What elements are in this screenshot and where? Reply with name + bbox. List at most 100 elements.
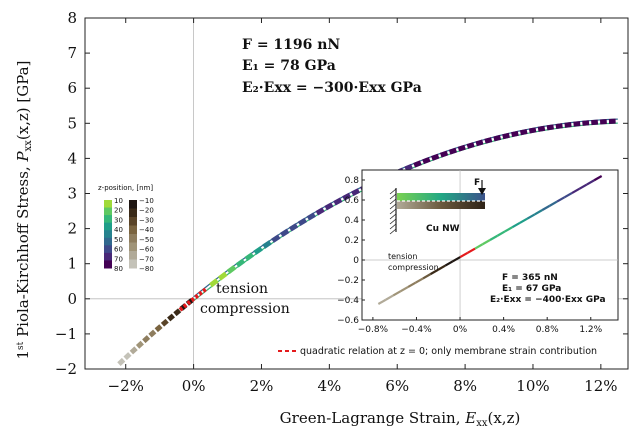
colorbar-bottom-swatch — [129, 208, 137, 218]
y-tick-label: 2 — [67, 220, 77, 238]
inset-curve-segment — [519, 217, 528, 224]
y-tick-label: 6 — [67, 79, 77, 97]
inset-curve-segment — [511, 221, 521, 229]
colorbar-bottom-swatch — [129, 234, 137, 243]
inset-x-tick-label: 0% — [453, 325, 468, 335]
tension-segment — [315, 207, 325, 216]
colorbar-bottom-swatch — [129, 200, 137, 209]
wall-hatch-line — [389, 198, 397, 205]
colorbar-bottom-label: −70 — [139, 255, 154, 263]
y-tick-label: 0 — [67, 290, 77, 308]
colorbar-title: z-position, [nm] — [98, 184, 153, 192]
colorbar-top-label: 40 — [114, 226, 123, 234]
compression-segment — [173, 308, 182, 317]
inset-y-tick-label: −0.2 — [337, 276, 359, 286]
x-tick-label: 6% — [385, 377, 409, 395]
inset-x-tick-label: −0.4% — [401, 325, 432, 335]
tension-segment — [431, 153, 440, 161]
colorbar-bottom-swatch — [129, 225, 137, 235]
compression-segment — [135, 340, 144, 349]
inset-curve-segment — [482, 239, 491, 246]
tension-segment — [457, 144, 466, 152]
nanowire-top — [397, 193, 485, 201]
compression-segment — [142, 335, 151, 344]
tension-segment — [271, 234, 281, 243]
tension-segment — [475, 139, 484, 147]
compression-segment — [154, 324, 163, 333]
tension-segment — [413, 160, 422, 168]
colorbar-bottom-swatch — [129, 259, 137, 269]
inset-curve-segment — [474, 243, 484, 250]
inset-annotation-force: F = 365 nN — [502, 273, 558, 283]
inset-y-tick-label: −0.4 — [337, 296, 359, 306]
inset-curve-segment — [541, 204, 551, 212]
colorbar-top-label: 50 — [114, 236, 123, 244]
wall-hatch-line — [389, 208, 397, 215]
colorbar-top-label: 80 — [114, 265, 123, 273]
x-tick-label: 10% — [516, 377, 549, 395]
inset-y-tick-label: 0 — [353, 256, 359, 266]
inset-annotation-e2: E₂·Exx = −400·Exx GPa — [490, 295, 606, 305]
tension-segment — [546, 124, 555, 131]
tension-segment — [582, 120, 590, 126]
inset-y-tick-label: −0.6 — [337, 316, 359, 326]
inset-x-tick-label: 1.2% — [579, 325, 602, 335]
tension-segment — [280, 228, 290, 238]
tension-segment — [226, 265, 237, 274]
compression-segment — [148, 329, 157, 338]
wall-hatch-line — [389, 218, 397, 225]
legend-label: quadratic relation at z = 0; only membra… — [300, 346, 597, 357]
inset-curve — [377, 175, 603, 305]
tension-segment — [333, 197, 343, 206]
nanowire-bottom — [397, 201, 485, 209]
tension-segment — [484, 137, 493, 144]
inset-y-tick-label: 0.2 — [345, 236, 359, 246]
compression-segment — [117, 357, 126, 366]
y-tick-label: −1 — [55, 325, 77, 343]
tension-segment — [262, 240, 272, 249]
inset-curve-segment — [400, 285, 409, 293]
tension-segment — [528, 127, 537, 134]
colorbar-top-swatch — [104, 207, 112, 216]
y-tick-label: 1 — [67, 255, 77, 273]
colorbar-top-swatch — [104, 252, 112, 261]
tension-label: tension — [216, 281, 268, 297]
inset-curve-segment — [526, 213, 536, 220]
colorbar-top-swatch — [104, 245, 112, 254]
inset-plot: −0.8% −0.4% 0% 0.4% 0.8% 1.2% −0.6 −0.4 −0.2 0 0.2… — [337, 169, 619, 335]
wall-hatch-line — [389, 188, 397, 195]
colorbar-bottom-label: −40 — [139, 226, 154, 234]
tension-segment — [466, 142, 475, 149]
tension-segment — [306, 212, 316, 221]
x-tick-label: 2% — [250, 377, 274, 395]
inset-curve-segment — [504, 226, 513, 233]
inset-curve-segment — [578, 183, 588, 190]
inset-curve-segment — [452, 256, 461, 263]
y-tick-label: 4 — [67, 149, 77, 167]
compression-segment — [123, 352, 132, 361]
colorbar-bottom-label: −60 — [139, 246, 154, 254]
inset-curve-segment — [563, 192, 573, 199]
colorbar-bottom-swatch — [129, 251, 137, 260]
inset-curve-segment — [422, 273, 431, 280]
compression-segment — [160, 318, 169, 327]
tension-segment — [555, 123, 563, 130]
x-tick-label: 0% — [182, 377, 206, 395]
colorbar-bottom-label: −10 — [139, 197, 154, 205]
y-axis-label: 1st Piola-Kirchhoff Stress, Pxx(x,z) [GP… — [14, 61, 34, 360]
colorbar-top-label: 30 — [114, 216, 123, 224]
colorbar-top-swatch — [104, 260, 112, 269]
compression-segment — [129, 346, 138, 355]
nanowire-schematic: F Cu NW — [389, 178, 486, 235]
tension-segment — [493, 134, 502, 142]
inset-curve-segment — [586, 179, 595, 186]
colorbar-top-swatch — [104, 230, 112, 239]
inset-curve-segment — [407, 281, 417, 288]
tension-segment — [342, 192, 352, 201]
legend: quadratic relation at z = 0; only membra… — [278, 346, 597, 357]
inset-curve-segment — [556, 196, 565, 203]
force-arrow-icon — [478, 188, 486, 195]
tension-segment — [564, 122, 572, 128]
